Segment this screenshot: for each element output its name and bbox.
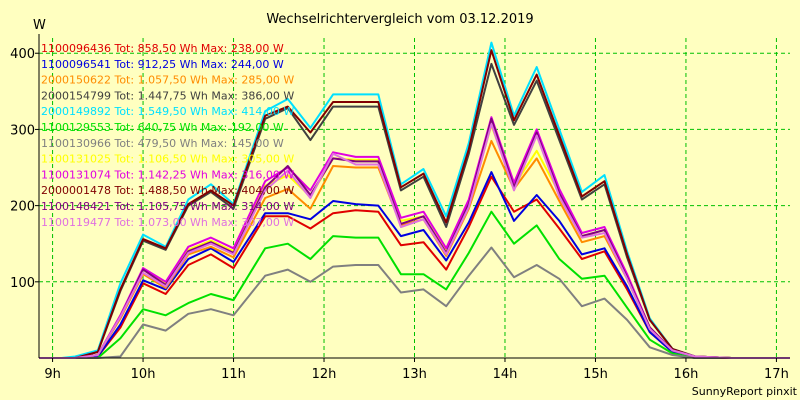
footer-credit: SunnyReport pinxit — [692, 385, 798, 398]
series-line-1100130966 — [39, 246, 790, 359]
x-tick-label: 16h — [674, 367, 699, 382]
x-tick-label: 14h — [493, 367, 518, 382]
tick-labels: 100 200 300 400 9h 10h 11h 12h 13h 14h 15h 16h 17h — [10, 47, 789, 382]
chart-title: Wechselrichtervergleich vom 03.12.2019 — [266, 12, 533, 27]
y-axis-label: W — [33, 18, 46, 33]
legend-entry-1100148421: 1100148421 Tot: 1.105,75 Wh Max: 314,00 … — [41, 200, 294, 213]
legend-entry-1100131074: 1100131074 Tot: 1.142,25 Wh Max: 316,00 … — [41, 168, 294, 181]
legend-entry-1100096436: 1100096436 Tot: 858,50 Wh Max: 238,00 W — [41, 42, 284, 55]
series-line-1100096436 — [39, 175, 790, 359]
y-tick-label: 100 — [10, 276, 35, 291]
series-line-2000001478 — [39, 49, 790, 359]
x-tick-label: 9h — [44, 367, 61, 382]
x-tick-label: 13h — [402, 367, 427, 382]
series-lines — [39, 41, 790, 359]
axes — [35, 34, 790, 362]
x-tick-label: 15h — [583, 367, 608, 382]
legend-entry-2000154799: 2000154799 Tot: 1.447,75 Wh Max: 386,00 … — [41, 89, 294, 102]
legend-entry-1100129553: 1100129553 Tot: 640,75 Wh Max: 192,00 W — [41, 121, 284, 134]
series-line-2000149892 — [39, 41, 790, 359]
legend-entry-1100130966: 1100130966 Tot: 479,50 Wh Max: 145,00 W — [41, 137, 284, 150]
y-tick-label: 400 — [10, 47, 35, 62]
legend-entry-2000150622: 2000150622 Tot: 1.057,50 Wh Max: 285,00 … — [41, 74, 294, 87]
series-line-1100129553 — [39, 210, 790, 359]
legend-entry-1100119477: 1100119477 Tot: 1.073,00 Wh Max: 307,00 … — [41, 216, 294, 229]
grid — [39, 38, 790, 358]
legend: 1100096436 Tot: 858,50 Wh Max: 238,00 W 1… — [41, 42, 294, 229]
legend-entry-2000001478: 2000001478 Tot: 1.488,50 Wh Max: 404,00 … — [41, 184, 294, 197]
x-tick-label: 12h — [312, 367, 337, 382]
y-tick-label: 200 — [10, 200, 35, 215]
y-tick-label: 300 — [10, 123, 35, 138]
series-line-1100119477 — [39, 123, 790, 359]
series-line-1100096541 — [39, 171, 790, 359]
x-tick-label: 10h — [131, 367, 156, 382]
legend-entry-1100096541: 1100096541 Tot: 912,25 Wh Max: 244,00 W — [41, 58, 284, 71]
legend-entry-1100131025: 1100131025 Tot: 1.106,50 Wh Max: 305,00 … — [41, 153, 294, 166]
legend-entry-2000149892: 2000149892 Tot: 1.549,50 Wh Max: 414,00 … — [41, 105, 294, 118]
x-tick-label: 11h — [221, 367, 246, 382]
x-tick-label: 17h — [764, 367, 789, 382]
series-line-1100131074 — [39, 116, 790, 359]
